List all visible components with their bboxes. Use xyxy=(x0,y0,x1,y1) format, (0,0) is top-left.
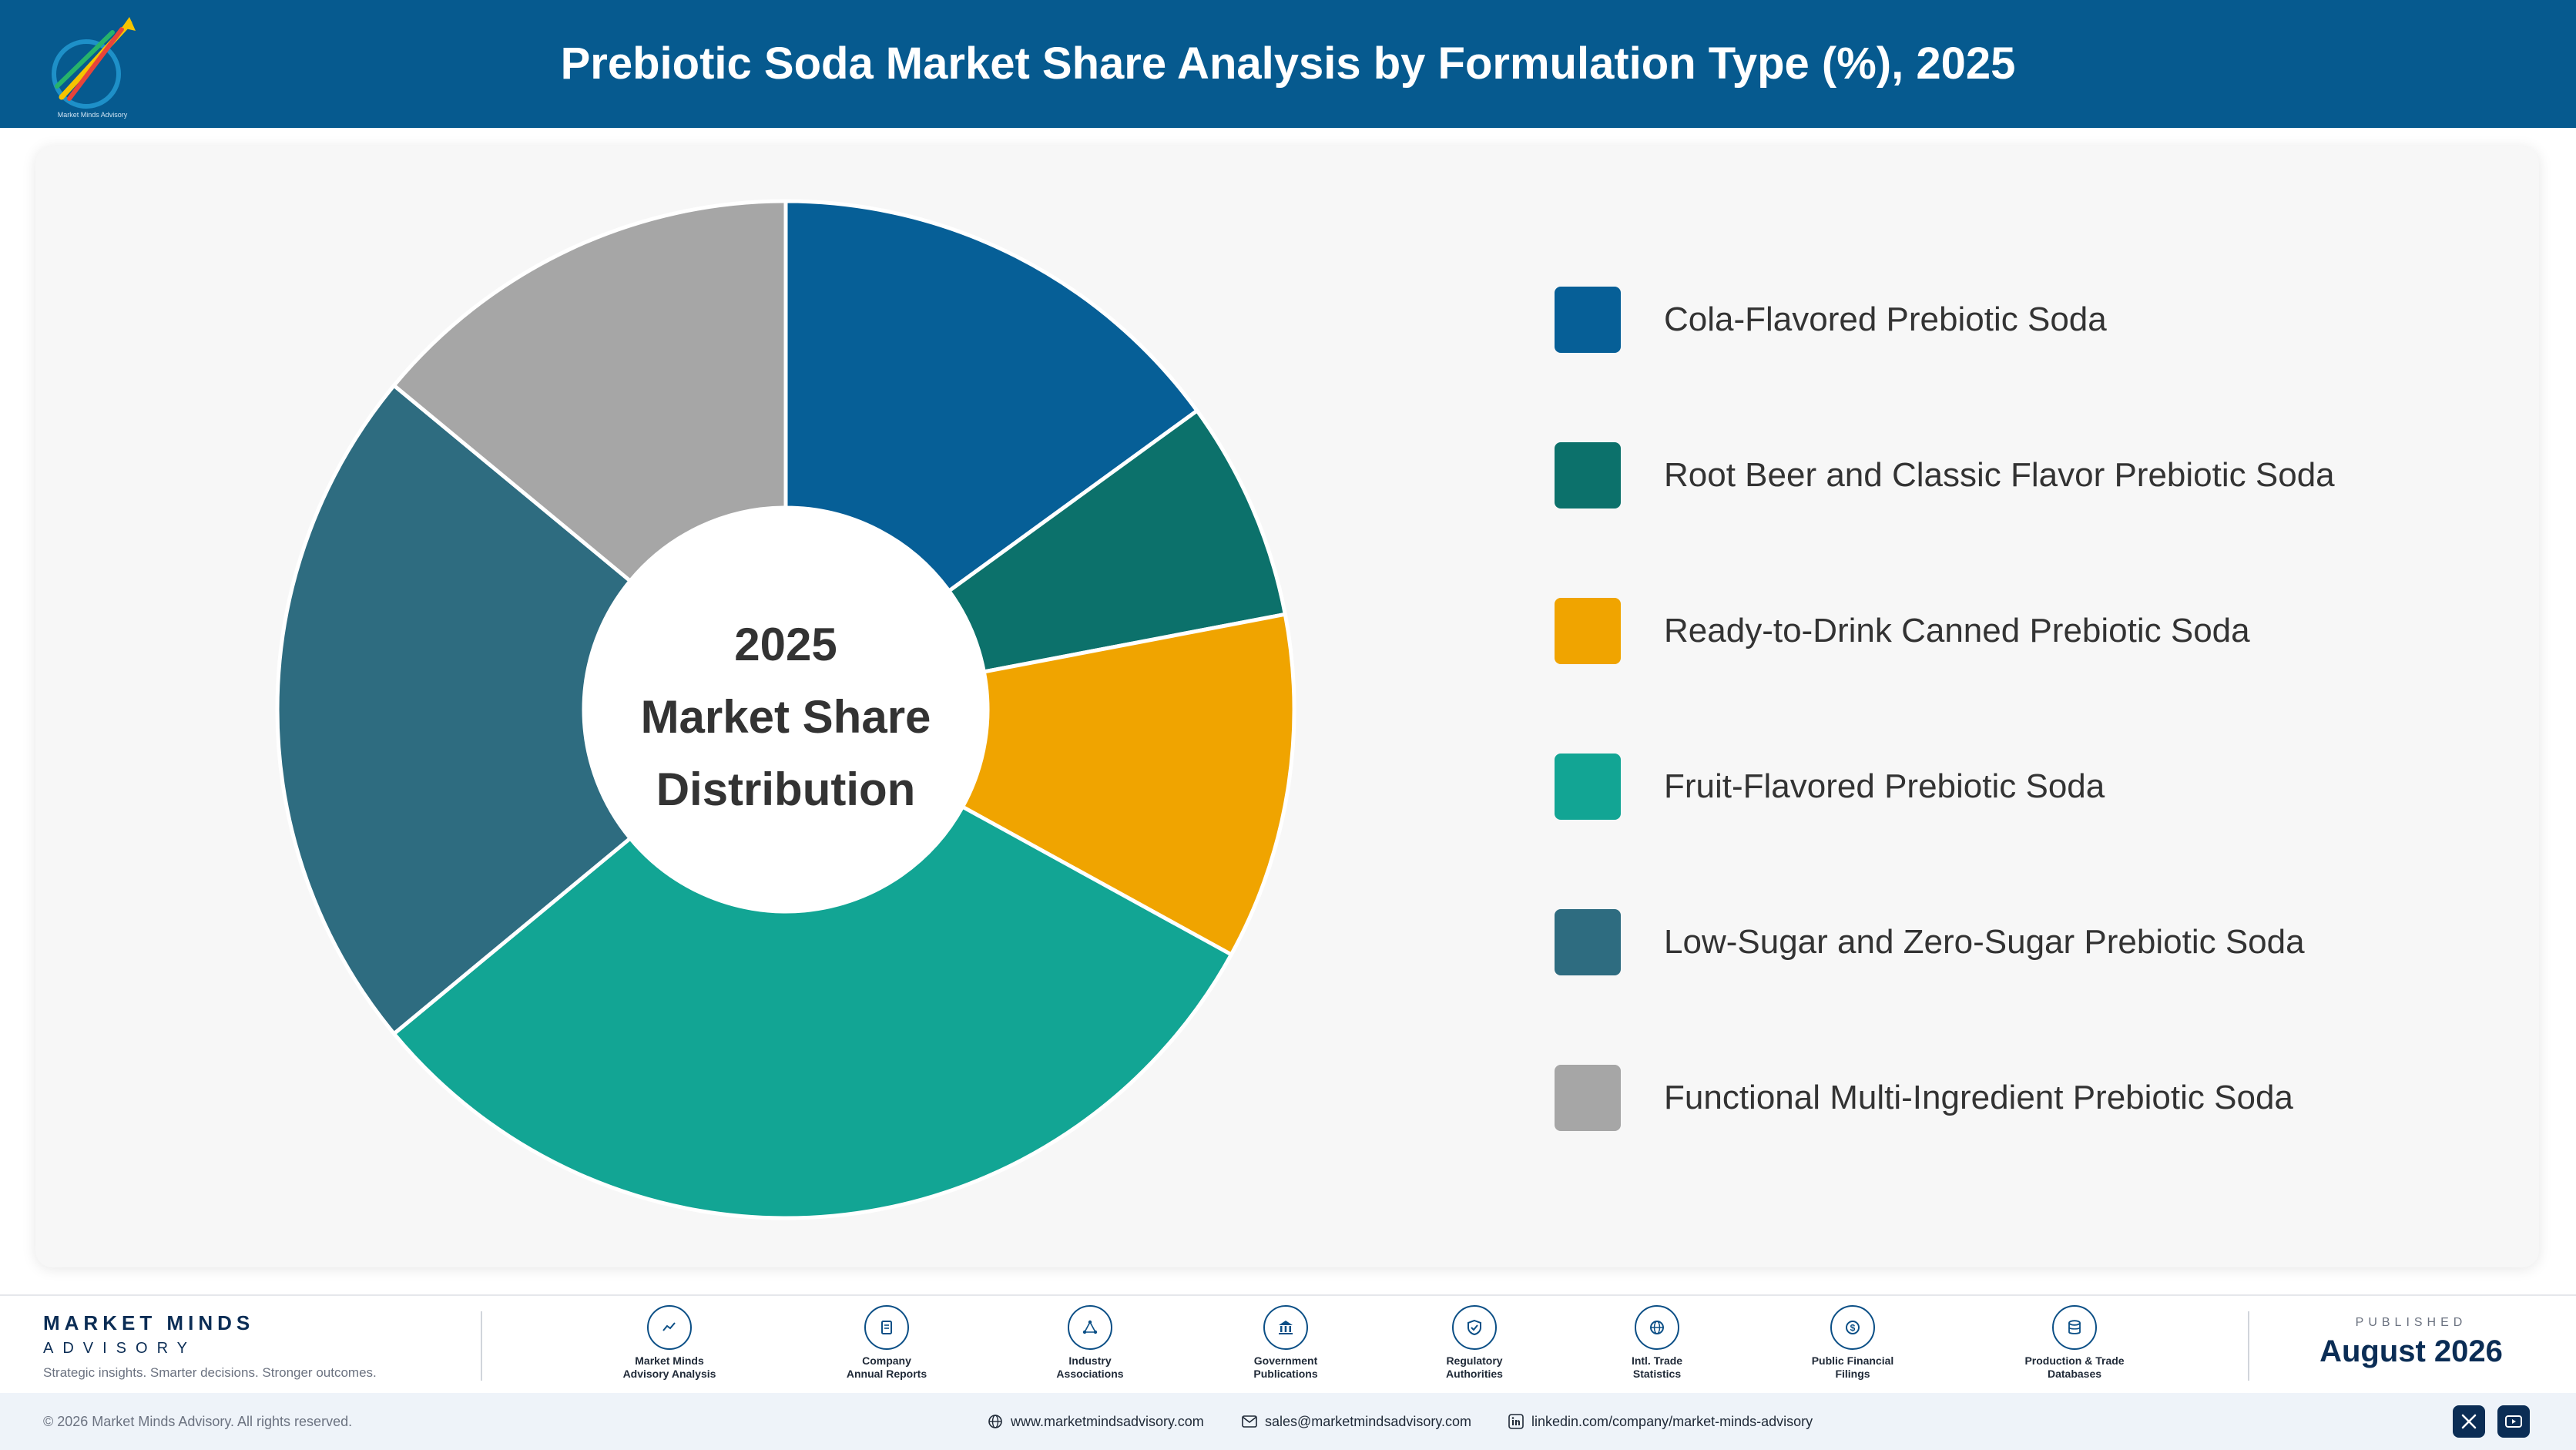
source-item-5: Regulatory Authorities xyxy=(1390,1305,1559,1381)
source-item-8: Production & Trade Databases xyxy=(1990,1305,2159,1381)
legend-swatch xyxy=(1555,598,1621,664)
center-label-line-2: Market Share xyxy=(640,691,931,743)
mail-icon xyxy=(1242,1415,1257,1428)
legend-item-1[interactable]: Cola-Flavored Prebiotic Soda xyxy=(1555,287,2479,354)
network-icon xyxy=(1068,1305,1112,1350)
linkedin-icon xyxy=(1508,1414,1524,1429)
donut-slice-1[interactable] xyxy=(783,199,1200,594)
donut-hole xyxy=(585,509,986,910)
donut-slice-3[interactable] xyxy=(960,612,1296,958)
email-text: sales@marketmindsadvisory.com xyxy=(1265,1414,1472,1429)
globe-icon xyxy=(1635,1305,1679,1350)
brand-name: MARKET MINDS xyxy=(43,1311,255,1334)
legend-label: Ready-to-Drink Canned Prebiotic Soda xyxy=(1664,612,2250,649)
source-label: Public Financial Filings xyxy=(1811,1354,1894,1380)
shield-check-icon xyxy=(1452,1305,1497,1350)
published-label: PUBLISHED xyxy=(2355,1316,2467,1329)
footer-brand: MARKET MINDS ADVISORY Strategic insights… xyxy=(43,1311,377,1381)
document-icon xyxy=(864,1305,909,1350)
source-label: Market Minds Advisory Analysis xyxy=(622,1354,716,1380)
donut-slice-6[interactable] xyxy=(391,199,788,584)
source-item-7: $ Public Financial Filings xyxy=(1768,1305,1937,1381)
legend-swatch xyxy=(1555,442,1621,509)
legend-label: Low-Sugar and Zero-Sugar Prebiotic Soda xyxy=(1664,923,2305,961)
source-label: Industry Associations xyxy=(1056,1354,1124,1380)
coin-icon: $ xyxy=(1830,1305,1875,1350)
x-logo-icon xyxy=(2461,1414,2477,1429)
brand-subtitle: ADVISORY xyxy=(43,1340,196,1357)
source-label: Production & Trade Databases xyxy=(2024,1354,2125,1380)
page-title: Prebiotic Soda Market Share Analysis by … xyxy=(560,39,2016,89)
legend-swatch xyxy=(1555,1065,1621,1131)
donut-slice-4[interactable] xyxy=(391,804,1234,1220)
legend-label: Functional Multi-Ingredient Prebiotic So… xyxy=(1664,1079,2293,1116)
donut-slice-5[interactable] xyxy=(275,382,633,1037)
website-link[interactable]: www.marketmindsadvisory.com xyxy=(988,1393,1204,1450)
legend-item-5[interactable]: Low-Sugar and Zero-Sugar Prebiotic Soda xyxy=(1555,909,2479,977)
footer: MARKET MINDS ADVISORY Strategic insights… xyxy=(0,1294,2576,1395)
company-logo-icon: Market Minds Advisory xyxy=(52,17,136,119)
legend-item-3[interactable]: Ready-to-Drink Canned Prebiotic Soda xyxy=(1555,598,2479,666)
svg-text:$: $ xyxy=(1850,1323,1856,1334)
legend-item-6[interactable]: Functional Multi-Ingredient Prebiotic So… xyxy=(1555,1065,2479,1133)
globe-icon xyxy=(988,1415,1002,1428)
source-label: Regulatory Authorities xyxy=(1446,1354,1503,1380)
x-social-button[interactable] xyxy=(2453,1405,2485,1438)
youtube-icon xyxy=(2505,1415,2522,1428)
legend-label: Root Beer and Classic Flavor Prebiotic S… xyxy=(1664,456,2335,494)
legend-swatch xyxy=(1555,287,1621,353)
header-bar: Market Minds Advisory Prebiotic Soda Mar… xyxy=(0,0,2576,128)
source-item-4: Government Publications xyxy=(1201,1305,1370,1381)
source-item-6: Intl. Trade Statistics xyxy=(1572,1305,1742,1381)
youtube-social-button[interactable] xyxy=(2497,1405,2530,1438)
legend-swatch xyxy=(1555,754,1621,820)
database-icon xyxy=(2052,1305,2097,1350)
svg-text:Market Minds Advisory: Market Minds Advisory xyxy=(58,111,128,119)
legend-label: Cola-Flavored Prebiotic Soda xyxy=(1664,300,2107,338)
brand-tagline: Strategic insights. Smarter decisions. S… xyxy=(43,1365,377,1380)
chart-line-icon xyxy=(647,1305,692,1350)
center-label-line-1: 2025 xyxy=(734,619,837,670)
legend-item-4[interactable]: Fruit-Flavored Prebiotic Soda xyxy=(1555,754,2479,821)
published-block: PUBLISHED August 2026 xyxy=(2296,1316,2527,1369)
source-label: Intl. Trade Statistics xyxy=(1631,1354,1683,1380)
email-link[interactable]: sales@marketmindsadvisory.com xyxy=(1242,1393,1471,1450)
website-text: www.marketmindsadvisory.com xyxy=(1011,1414,1204,1429)
footer-divider xyxy=(2248,1311,2249,1381)
linkedin-text: linkedin.com/company/market-minds-adviso… xyxy=(1531,1414,1813,1429)
center-label-line-3: Distribution xyxy=(656,764,916,815)
linkedin-link[interactable]: linkedin.com/company/market-minds-adviso… xyxy=(1508,1393,1813,1450)
source-label: Government Publications xyxy=(1253,1354,1318,1380)
footer-divider xyxy=(481,1311,482,1381)
donut-slice-2[interactable] xyxy=(946,408,1288,674)
donut-chart xyxy=(275,199,1296,1220)
published-date: August 2026 xyxy=(2319,1334,2503,1368)
legend-item-2[interactable]: Root Beer and Classic Flavor Prebiotic S… xyxy=(1555,442,2479,510)
source-item-1: Market Minds Advisory Analysis xyxy=(585,1305,754,1381)
legend-label: Fruit-Flavored Prebiotic Soda xyxy=(1664,767,2105,805)
source-item-2: Company Annual Reports xyxy=(802,1305,971,1381)
legend-swatch xyxy=(1555,909,1621,975)
donut-center-label: 2025 Market Share Distribution xyxy=(632,609,940,826)
copyright-text: © 2026 Market Minds Advisory. All rights… xyxy=(43,1414,353,1429)
bottom-bar: © 2026 Market Minds Advisory. All rights… xyxy=(0,1393,2576,1450)
source-item-3: Industry Associations xyxy=(1005,1305,1175,1381)
source-label: Company Annual Reports xyxy=(846,1354,927,1380)
government-building-icon xyxy=(1263,1305,1308,1350)
